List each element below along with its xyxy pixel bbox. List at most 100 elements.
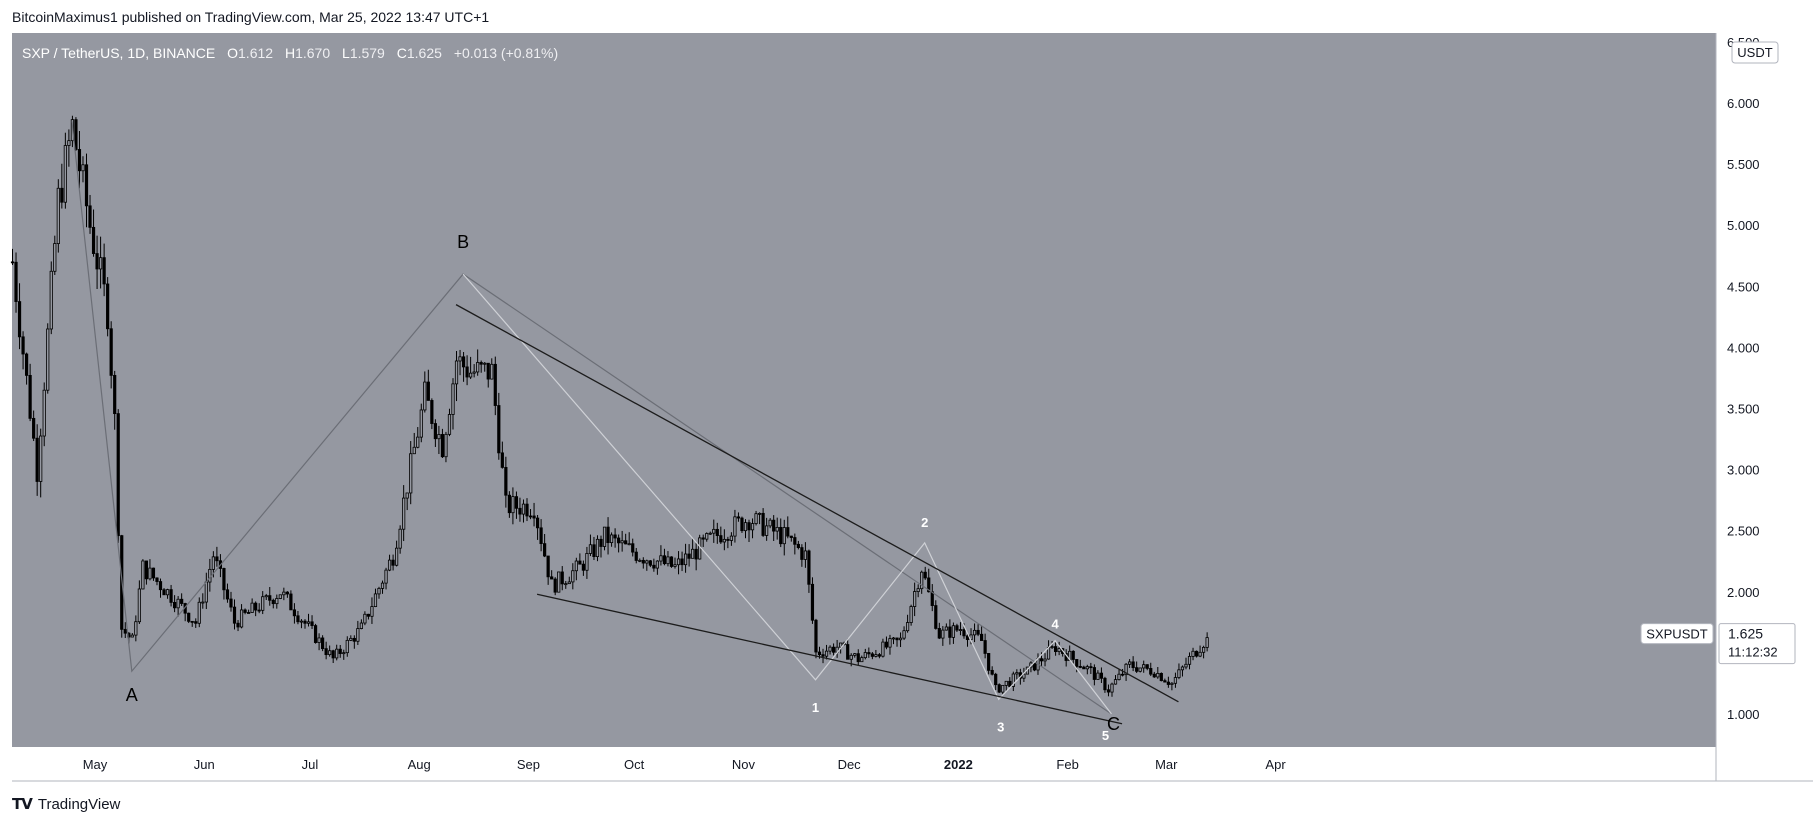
legend-open-value: 1.612 [238, 45, 273, 61]
legend-open-label: O [227, 45, 238, 61]
time-axis-panel[interactable] [12, 747, 1813, 781]
last-price-badge[interactable]: SXPUSDT 1.625 11:12:32 [1640, 623, 1796, 665]
candle-body [884, 641, 889, 648]
candle-body [1205, 637, 1209, 648]
price-tick-label: 4.000 [1727, 340, 1760, 355]
candle-body [173, 601, 177, 609]
candle-body [229, 598, 233, 608]
candle-body [972, 629, 977, 636]
candle-body [476, 362, 480, 373]
abc-wave-label: C [1107, 714, 1120, 734]
candle-body [116, 413, 120, 537]
candle-body [895, 637, 899, 641]
candle-body [254, 602, 258, 611]
time-tick-label: Feb [1056, 757, 1078, 772]
candle-body [77, 149, 82, 172]
candle-body [680, 558, 684, 566]
price-tick-label: 5.500 [1727, 157, 1760, 172]
time-tick-label: Jun [194, 757, 215, 772]
candle-body [113, 374, 117, 415]
candle-body [634, 551, 638, 561]
candle-body [592, 544, 596, 557]
impulse-wave-path[interactable] [462, 273, 1112, 715]
candle-body [920, 571, 924, 590]
candle-body [39, 435, 43, 482]
candle-body [1180, 666, 1185, 671]
currency-badge[interactable]: USDT [1731, 41, 1779, 64]
impulse-wave-label: 2 [921, 515, 928, 530]
candle-body [469, 372, 473, 378]
candle-body [722, 538, 726, 543]
candle-body [796, 543, 800, 548]
candle-body [793, 537, 797, 545]
legend-low-value: 1.579 [350, 45, 385, 61]
candle-body [948, 626, 952, 638]
candle-body [268, 595, 272, 601]
candle-body [282, 591, 286, 596]
candle-body [877, 654, 882, 657]
price-tick-label: 3.000 [1727, 463, 1760, 478]
candle-body [853, 653, 857, 656]
candle-body [937, 628, 941, 639]
candle-body [831, 646, 836, 653]
footer-brand[interactable]: TV TradingView [12, 794, 120, 814]
candle-body [1089, 666, 1093, 669]
candle-body [239, 609, 244, 628]
candle-body [342, 652, 346, 655]
candle-body [666, 556, 670, 565]
candle-body [356, 628, 360, 642]
candle-body [384, 569, 388, 584]
candle-body [550, 576, 554, 580]
lower-trendline[interactable] [536, 593, 1123, 725]
candle-body [1173, 677, 1178, 684]
upper-trendline[interactable] [455, 304, 1179, 703]
candle-body [130, 634, 134, 638]
candle-body [698, 537, 702, 560]
candle-body [581, 563, 585, 571]
candle-body [1187, 656, 1192, 665]
candle-body [1004, 680, 1008, 686]
candle-body [913, 591, 917, 607]
candle-body [493, 363, 497, 406]
candle-body [567, 581, 571, 585]
candle-body [433, 423, 437, 440]
candle-body [141, 560, 145, 590]
plot-area[interactable] [12, 33, 1716, 747]
candle-body [814, 619, 818, 653]
candle-body [891, 637, 896, 640]
candle-body [366, 613, 371, 617]
impulse-wave-label: 1 [812, 700, 819, 715]
candle-body [1170, 682, 1174, 685]
candle-body [803, 550, 808, 560]
candle-body [789, 535, 793, 538]
candle-body [828, 646, 832, 652]
candle-body [1159, 673, 1163, 682]
candle-body [377, 587, 381, 595]
candle-body [1135, 667, 1139, 672]
candle-body [289, 593, 293, 611]
abc-wave-label: B [457, 232, 469, 252]
candle-body [176, 598, 180, 609]
candle-body [391, 559, 395, 566]
candle-body [779, 526, 783, 545]
candle-body [490, 363, 494, 380]
candle-body [148, 567, 152, 580]
candle-body [856, 653, 860, 663]
legend-close-label: C [397, 45, 407, 61]
candle-body [934, 605, 938, 629]
candle-body [585, 553, 589, 571]
candle-body [24, 353, 29, 376]
legend-high-label: H [285, 45, 295, 61]
candle-body [962, 629, 966, 637]
candle-body [162, 589, 166, 596]
candle-body [1198, 651, 1202, 657]
candle-body [701, 537, 705, 540]
candle-body [373, 593, 378, 607]
candle-body [821, 654, 825, 657]
candle-body [514, 496, 519, 509]
candle-body [1110, 683, 1114, 693]
candle-body [63, 145, 67, 203]
candle-body [444, 433, 448, 458]
abc-wave-path[interactable] [71, 121, 1112, 715]
candle-body [275, 598, 279, 605]
